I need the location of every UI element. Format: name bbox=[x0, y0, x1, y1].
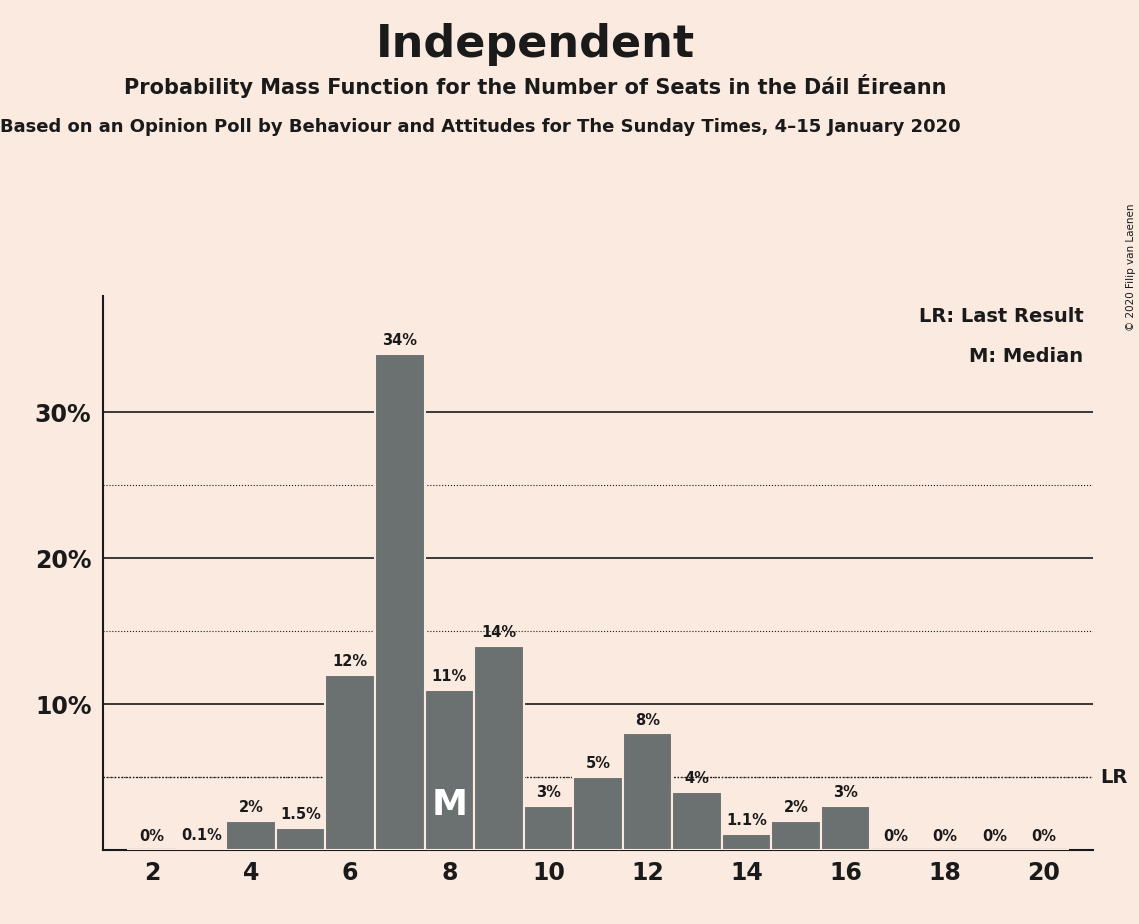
Text: LR: Last Result: LR: Last Result bbox=[919, 308, 1083, 326]
Text: 1.5%: 1.5% bbox=[280, 808, 321, 822]
Text: M: M bbox=[432, 788, 467, 822]
Text: 8%: 8% bbox=[636, 712, 659, 727]
Bar bbox=[474, 646, 524, 850]
Text: 11%: 11% bbox=[432, 669, 467, 684]
Bar bbox=[722, 834, 771, 850]
Bar bbox=[425, 689, 474, 850]
Bar bbox=[375, 354, 425, 850]
Bar bbox=[177, 848, 227, 850]
Text: 0%: 0% bbox=[140, 829, 164, 845]
Text: 3%: 3% bbox=[834, 785, 858, 800]
Bar bbox=[573, 777, 623, 850]
Text: © 2020 Filip van Laenen: © 2020 Filip van Laenen bbox=[1126, 203, 1136, 331]
Bar bbox=[821, 807, 870, 850]
Bar bbox=[672, 792, 722, 850]
Text: 0%: 0% bbox=[982, 829, 1007, 845]
Text: Based on an Opinion Poll by Behaviour and Attitudes for The Sunday Times, 4–15 J: Based on an Opinion Poll by Behaviour an… bbox=[0, 118, 960, 136]
Text: 34%: 34% bbox=[383, 334, 417, 348]
Text: 5%: 5% bbox=[585, 757, 611, 772]
Bar bbox=[623, 734, 672, 850]
Text: 4%: 4% bbox=[685, 771, 710, 786]
Text: 3%: 3% bbox=[536, 785, 560, 800]
Bar bbox=[276, 828, 326, 850]
Text: Probability Mass Function for the Number of Seats in the Dáil Éireann: Probability Mass Function for the Number… bbox=[124, 74, 947, 98]
Bar bbox=[326, 675, 375, 850]
Text: LR: LR bbox=[1100, 768, 1128, 786]
Bar bbox=[771, 821, 821, 850]
Text: 14%: 14% bbox=[482, 625, 516, 640]
Text: 0%: 0% bbox=[1032, 829, 1056, 845]
Text: 0%: 0% bbox=[883, 829, 908, 845]
Text: Independent: Independent bbox=[376, 23, 695, 67]
Text: 2%: 2% bbox=[784, 800, 809, 815]
Text: 2%: 2% bbox=[239, 800, 263, 815]
Text: 1.1%: 1.1% bbox=[727, 813, 767, 828]
Text: M: Median: M: Median bbox=[969, 346, 1083, 366]
Text: 0%: 0% bbox=[933, 829, 957, 845]
Bar bbox=[524, 807, 573, 850]
Text: 12%: 12% bbox=[333, 654, 368, 669]
Bar bbox=[227, 821, 276, 850]
Text: 0.1%: 0.1% bbox=[181, 828, 222, 843]
